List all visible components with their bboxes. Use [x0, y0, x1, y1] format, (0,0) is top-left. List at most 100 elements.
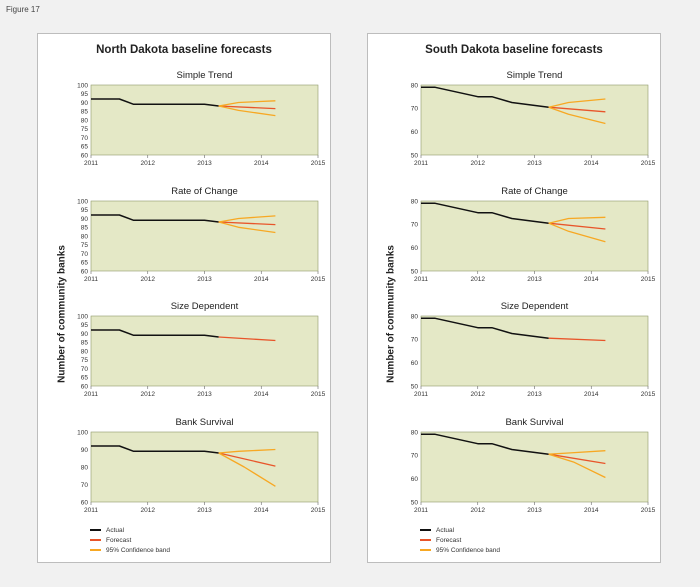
y-tick-label: 100 [77, 313, 88, 320]
series-line-band-lower [218, 221, 276, 234]
y-tick-label: 85 [81, 225, 89, 232]
panel-title: North Dakota baseline forecasts [96, 44, 272, 56]
y-tick-label: 50 [411, 499, 419, 506]
x-tick-label: 2011 [414, 507, 428, 514]
y-tick-label: 60 [81, 152, 89, 159]
chart-sd-size-dependent: Size Dependent 50 60 70 80 2011 2012 2013 2014 20… [411, 301, 656, 398]
figure-label: Figure 17 [6, 5, 40, 14]
plot-area [420, 315, 649, 387]
series-line-forecast [218, 105, 276, 110]
series-line-forecast [548, 106, 606, 113]
chart-title: Size Dependent [171, 301, 239, 312]
x-tick-label: 2013 [197, 391, 212, 398]
y-tick-label: 80 [81, 117, 89, 124]
north-dakota-panel: North Dakota baseline forecasts Number o… [37, 33, 331, 563]
y-tick-label: 50 [411, 268, 419, 275]
x-tick-label: 2012 [141, 276, 156, 283]
x-tick-label: 2015 [641, 276, 656, 283]
chart-title: Simple Trend [177, 70, 233, 81]
legend-swatch [90, 539, 101, 541]
y-tick-label: 80 [411, 313, 419, 320]
series-line-actual [421, 202, 549, 224]
y-tick-label: 60 [411, 129, 419, 136]
x-tick-label: 2012 [141, 160, 156, 167]
series-line-forecast [218, 221, 276, 226]
y-tick-label: 100 [77, 198, 88, 205]
y-tick-label: 95 [81, 322, 89, 329]
legend-item-actual: Actual [420, 525, 500, 535]
plot-area [90, 200, 319, 272]
x-tick-label: 2014 [254, 507, 269, 514]
x-tick-label: 2011 [84, 160, 98, 167]
x-tick-label: 2011 [84, 391, 98, 398]
legend-label: Actual [436, 526, 455, 534]
legend-swatch [420, 539, 431, 541]
y-tick-label: 60 [81, 268, 89, 275]
x-tick-label: 2012 [471, 391, 486, 398]
y-tick-label: 75 [81, 357, 89, 364]
chart-title: Simple Trend [507, 70, 563, 81]
x-tick-label: 2015 [311, 507, 326, 514]
x-tick-label: 2013 [527, 276, 542, 283]
x-tick-label: 2015 [311, 160, 326, 167]
series-line-band-lower [548, 453, 606, 479]
series-line-actual [91, 98, 219, 107]
series-line-actual [91, 445, 219, 454]
y-tick-label: 75 [81, 126, 89, 133]
south-dakota-panel: South Dakota baseline forecasts Number o… [367, 33, 661, 563]
x-tick-label: 2011 [414, 160, 428, 167]
legend-swatch [420, 549, 431, 551]
series-line-band-lower [548, 106, 606, 125]
series-line-band-upper [548, 450, 606, 455]
series-line-band-upper [218, 100, 276, 107]
series-line-band-upper [548, 98, 606, 108]
plot-area [420, 431, 649, 503]
legend: Actual Forecast 95% Confidence band [420, 525, 500, 555]
chart-title: Bank Survival [505, 417, 563, 428]
series-line-forecast [548, 222, 606, 230]
y-tick-label: 90 [81, 331, 89, 338]
legend-item-confidence-band: 95% Confidence band [420, 545, 500, 555]
y-tick-label: 75 [81, 242, 89, 249]
y-tick-label: 100 [77, 82, 88, 89]
legend-label: Forecast [106, 536, 132, 544]
plot-area [420, 200, 649, 272]
y-tick-label: 60 [411, 476, 419, 483]
x-tick-label: 2011 [414, 391, 428, 398]
x-tick-label: 2011 [84, 276, 98, 283]
x-tick-label: 2012 [471, 507, 486, 514]
y-tick-label: 50 [411, 383, 419, 390]
x-tick-label: 2014 [584, 507, 599, 514]
x-tick-label: 2015 [641, 507, 656, 514]
y-tick-label: 80 [411, 82, 419, 89]
x-tick-label: 2013 [197, 276, 212, 283]
series-line-band-lower [218, 452, 276, 487]
legend-label: Actual [106, 526, 125, 534]
y-tick-label: 70 [411, 106, 419, 113]
legend-item-confidence-band: 95% Confidence band [90, 545, 170, 555]
plot-area [90, 431, 319, 503]
x-tick-label: 2013 [527, 160, 542, 167]
series-line-band-lower [548, 222, 606, 243]
series-line-actual [421, 317, 549, 339]
plot-area [90, 84, 319, 156]
y-tick-label: 70 [411, 337, 419, 344]
chart-title: Size Dependent [501, 301, 569, 312]
x-tick-label: 2013 [527, 391, 542, 398]
y-tick-label: 60 [81, 383, 89, 390]
y-tick-label: 80 [411, 429, 419, 436]
x-tick-label: 2013 [527, 507, 542, 514]
series-line-actual [91, 329, 219, 338]
panel-title: South Dakota baseline forecasts [425, 44, 603, 56]
chart-title: Bank Survival [175, 417, 233, 428]
x-tick-label: 2013 [197, 507, 212, 514]
y-tick-label: 90 [81, 100, 89, 107]
y-tick-label: 70 [411, 453, 419, 460]
x-tick-label: 2015 [641, 160, 656, 167]
chart-sd-simple-trend: Simple Trend 50 60 70 80 2011 2012 2013 2014 2015 [411, 70, 656, 167]
y-tick-label: 60 [81, 499, 89, 506]
y-tick-label: 85 [81, 109, 89, 116]
